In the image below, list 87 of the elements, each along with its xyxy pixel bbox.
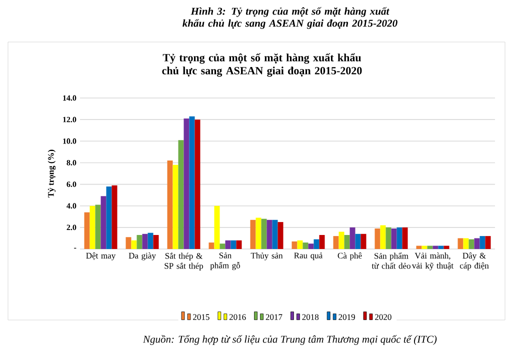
- bar: [250, 220, 256, 249]
- bar: [214, 206, 220, 249]
- bar: [208, 242, 214, 249]
- bar: [380, 225, 386, 249]
- legend-label: 2015: [193, 314, 210, 320]
- legend-label: 2017: [266, 314, 282, 320]
- bar: [106, 186, 112, 249]
- bar: [256, 218, 262, 249]
- bar: [297, 240, 303, 249]
- bar: [458, 238, 464, 249]
- bar: [386, 227, 392, 249]
- bar: [167, 160, 173, 249]
- bar: [220, 244, 226, 249]
- x-tick-label: Rau quả: [294, 252, 323, 260]
- x-tick-label: Vải mành, vải kỹ thuật: [412, 252, 454, 270]
- bar: [184, 118, 190, 249]
- bar: [444, 246, 450, 249]
- bar: [131, 240, 137, 249]
- x-tick-label: Da giày: [128, 252, 156, 260]
- y-tick-label: -: [74, 248, 76, 249]
- bar: [396, 227, 402, 249]
- bar: [432, 246, 438, 249]
- bar: [344, 234, 350, 249]
- legend-label: 2020: [375, 314, 392, 320]
- bar: [266, 220, 272, 249]
- bar: [402, 227, 408, 249]
- bar: [142, 234, 148, 249]
- bar: [319, 234, 325, 249]
- bar: [112, 185, 118, 249]
- bar: [391, 228, 397, 249]
- x-tick-label: Sản phẩm gỗ: [210, 252, 240, 270]
- bar: [422, 246, 428, 249]
- bar: [474, 238, 480, 249]
- bar: [189, 116, 195, 249]
- y-tick-label: 8.0: [66, 160, 76, 166]
- bar: [427, 246, 433, 249]
- text: Nguồn: Tổng hợp từ số liệu của Trung tâm Thương mại quốc tế (ITC): [142, 335, 437, 345]
- bar: [338, 232, 344, 249]
- bar: [95, 204, 101, 249]
- bar: [308, 244, 314, 249]
- bar: [463, 238, 469, 249]
- bar: [278, 222, 284, 249]
- legend-label: 2018: [302, 314, 319, 320]
- chart-title: Hình 3: Tỷ trọng của một số mặt hàng xuất khẩu chủ lực sang ASEAN giai đoạn 2015-2020: [182, 7, 398, 29]
- bar: [292, 241, 298, 249]
- bar: [194, 120, 200, 249]
- x-tick-label: Cà phê: [338, 252, 362, 260]
- x-tick-label: Dây & cáp điện: [460, 252, 489, 270]
- bar: [272, 220, 278, 249]
- y-tick-label: 2.0: [66, 224, 76, 230]
- y-tick-label: 4.0: [66, 203, 76, 209]
- y-tick-label: 14.0: [63, 95, 76, 101]
- bar: [126, 237, 132, 249]
- x-tick-label: Dệt may: [86, 252, 116, 260]
- bar: [261, 218, 267, 249]
- bar: [468, 239, 474, 249]
- y-axis-title: Tỷ trọng (%): [48, 150, 56, 198]
- bar: [416, 246, 422, 249]
- bar: [485, 236, 491, 249]
- bar: [360, 234, 366, 249]
- bar: [90, 206, 96, 249]
- bar: [314, 239, 320, 249]
- y-tick-label: 12.0: [63, 116, 76, 122]
- y-tick-label: 10.0: [63, 138, 76, 144]
- bar: [148, 232, 154, 249]
- bar: [84, 212, 90, 249]
- bar: [230, 240, 236, 249]
- x-tick-label: Sắt thép & SP sắt thép: [164, 252, 204, 270]
- bar: [236, 240, 242, 249]
- bar: [480, 236, 486, 249]
- bar: [153, 234, 159, 249]
- bar: [136, 234, 142, 249]
- x-tick-label: Sản phẩm từ chất dẻo: [372, 252, 410, 269]
- bar: [172, 164, 178, 249]
- chart-subtitle: Tỷ trọng của một số mặt hàng xuất khẩu chủ lực sang ASEAN giai đoạn 2015-2020: [162, 53, 362, 77]
- legend-label: 2016: [229, 314, 246, 320]
- bar: [438, 246, 444, 249]
- bar: [374, 228, 380, 249]
- bar: [100, 196, 106, 249]
- bar: [333, 236, 339, 249]
- y-tick-label: 6.0: [66, 182, 76, 187]
- bar: [355, 234, 361, 249]
- bar: [350, 227, 356, 249]
- bar: [178, 140, 184, 249]
- bar: [302, 242, 308, 249]
- x-tick-label: Thủy sản: [250, 252, 283, 260]
- legend-label: 2019: [338, 314, 355, 320]
